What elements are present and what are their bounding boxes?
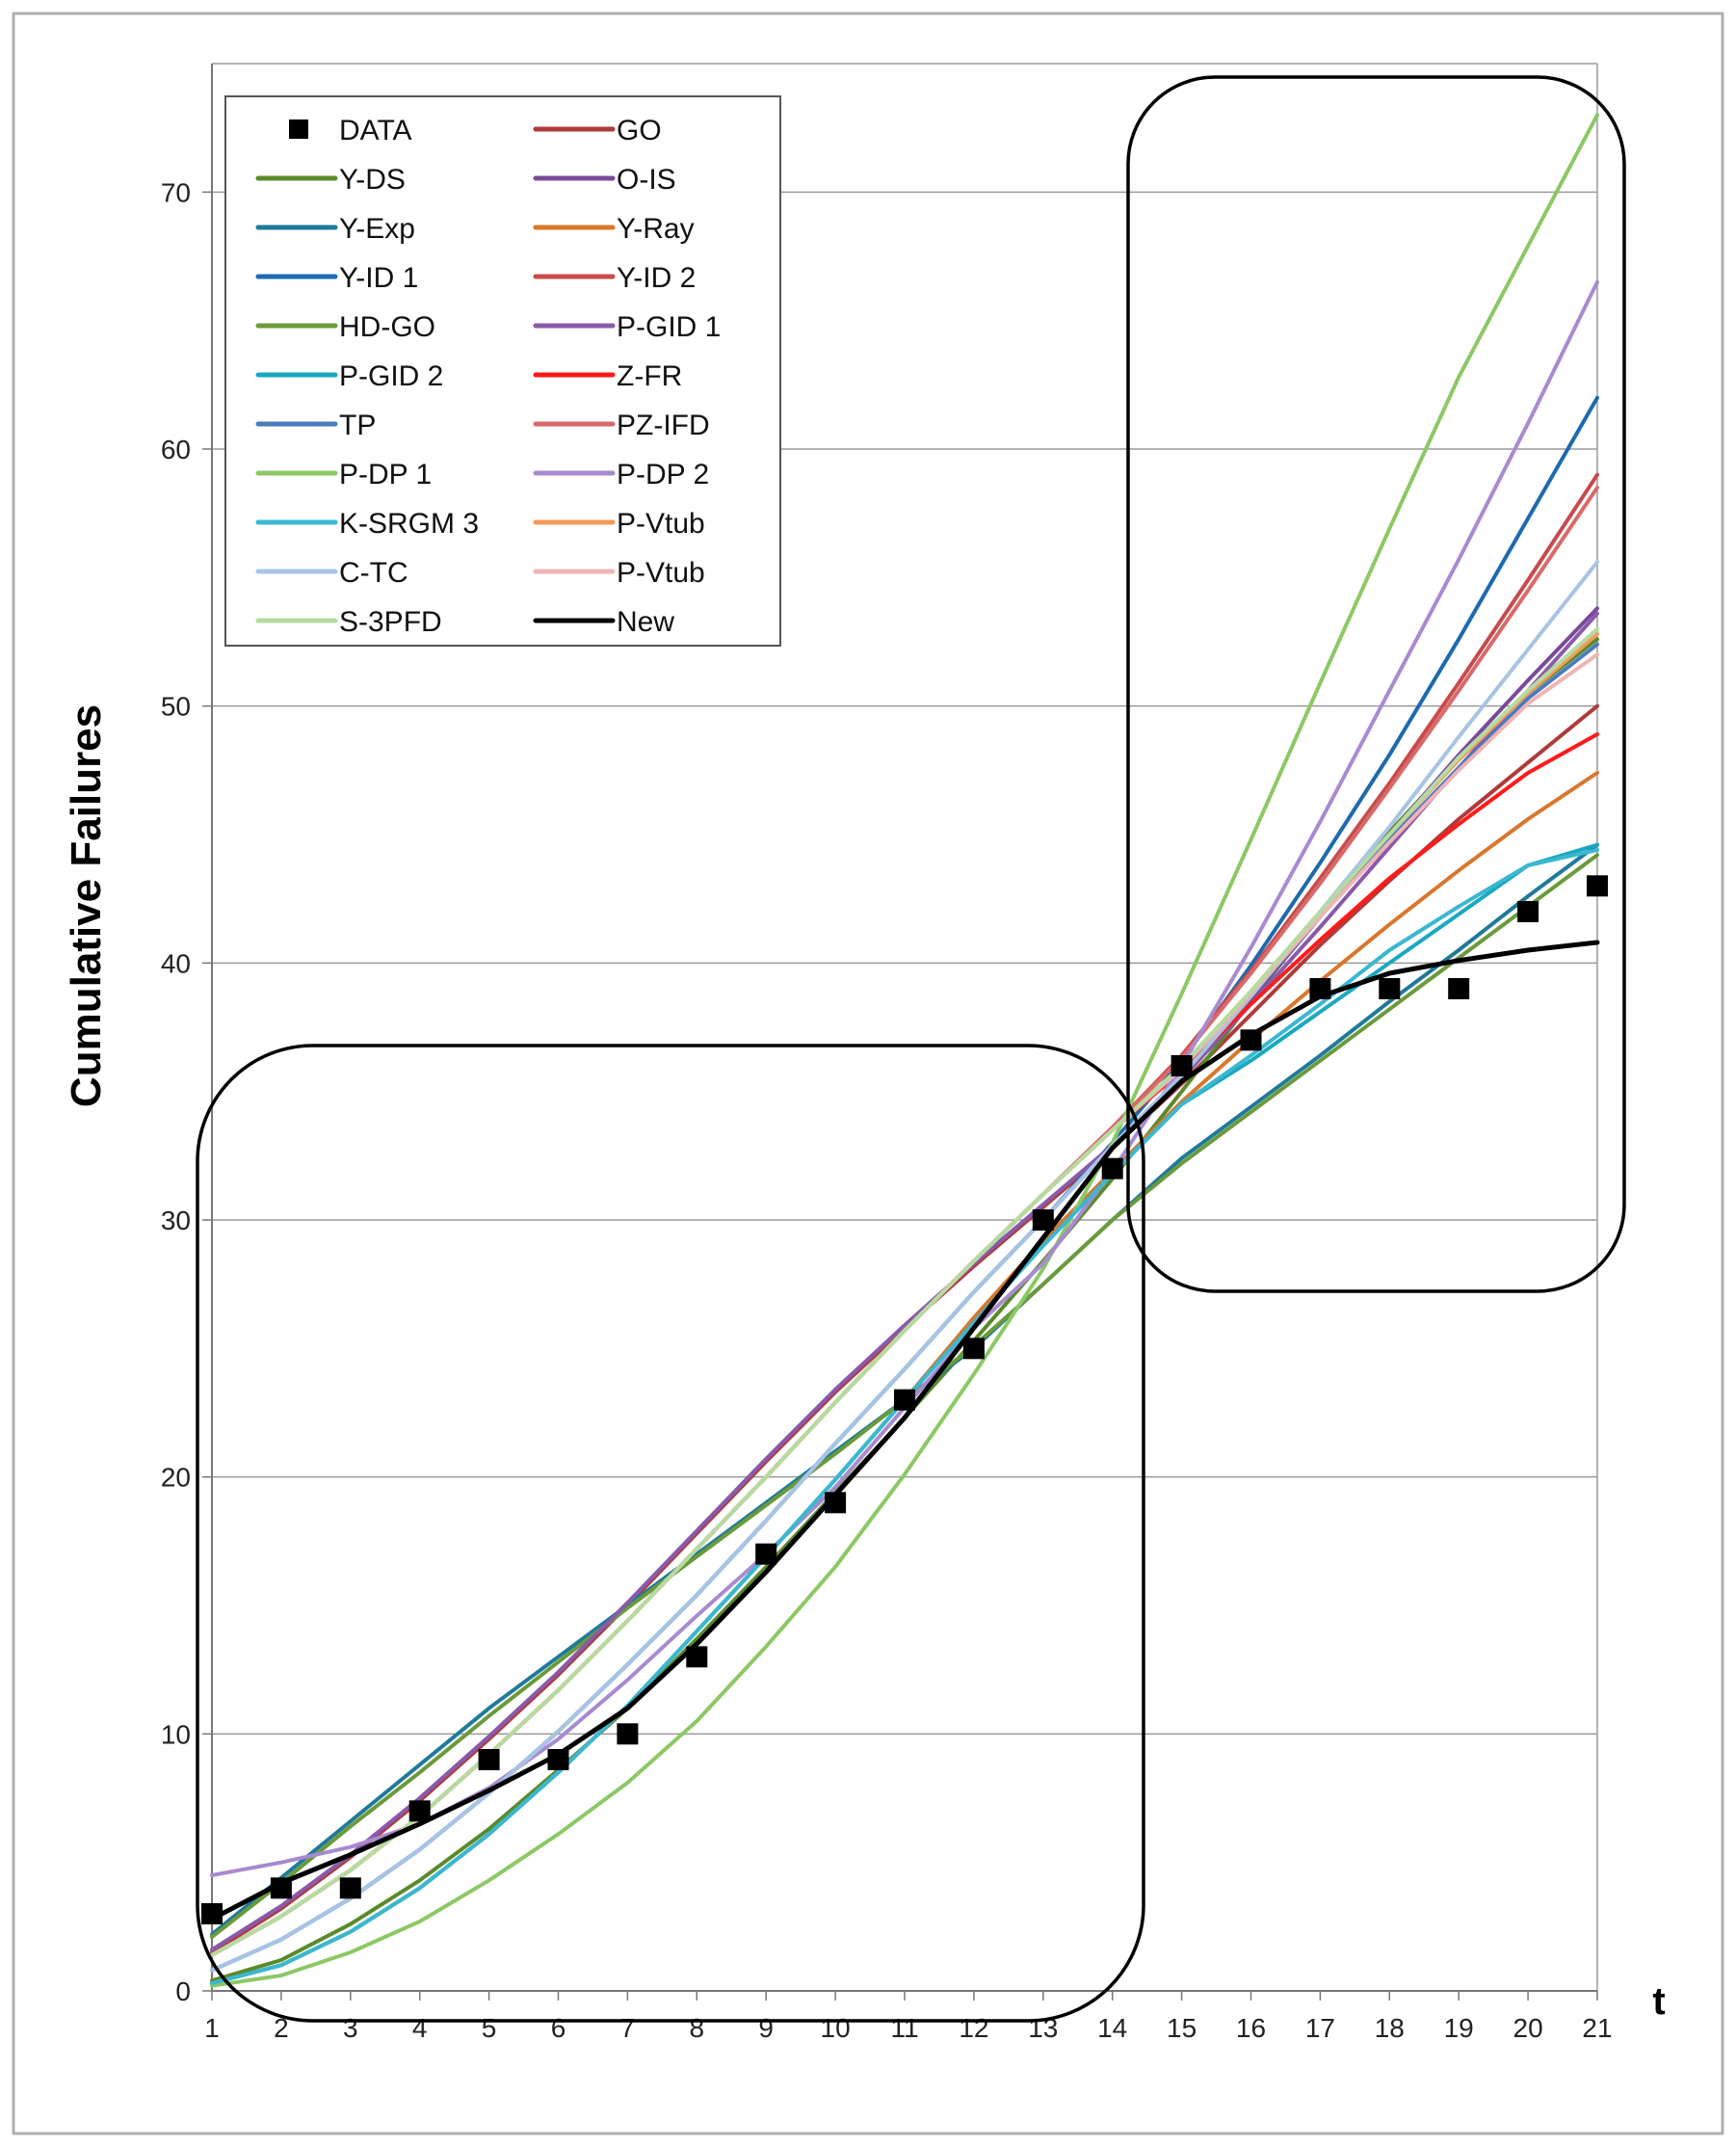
data-point-t9 (755, 1543, 777, 1565)
x-tick-label-12: 12 (959, 2013, 988, 2043)
legend-entry-p-vtub-17-label: P-Vtub (617, 508, 705, 540)
legend-entry-p-gid-1-9-label: P-GID 1 (617, 311, 721, 343)
data-points (201, 875, 1608, 1924)
data-point-t12 (962, 1338, 985, 1360)
data-point-t21 (1587, 875, 1608, 897)
x-tick-label-16: 16 (1236, 2013, 1266, 2043)
x-tick-label-2: 2 (274, 2013, 289, 2043)
data-point-t5 (478, 1749, 500, 1770)
y-tick-label-0: 0 (175, 1976, 191, 2006)
y-tick-label-50: 50 (161, 692, 191, 722)
data-point-t8 (686, 1646, 708, 1668)
legend-entry-y-exp-4-label: Y-Exp (339, 213, 415, 245)
series-line-new-20 (209, 940, 1600, 1922)
data-point-t19 (1448, 978, 1470, 999)
x-tick-label-6: 6 (551, 2013, 566, 2043)
legend-entry-tp-12-label: TP (339, 410, 376, 441)
x-tick-label-19: 19 (1444, 2013, 1474, 2043)
series-line-s-3pfd-19 (210, 626, 1599, 1957)
late-phase-highlight-box (1126, 75, 1626, 1293)
gridlines (212, 191, 1597, 1736)
early-phase-highlight-box (196, 1044, 1145, 2023)
y-tick-label-10: 10 (161, 1719, 191, 1749)
legend-entry-s-3pfd-20-label: S-3PFD (339, 606, 442, 638)
legend-entry-data-0-label: DATA (339, 115, 412, 146)
legend: DATA GO Y-DS O-IS Y-Exp Y-Ray Y-ID 1 Y-ID 2 HD-G… (224, 95, 781, 647)
data-point-t13 (1032, 1209, 1054, 1231)
legend-entry-new-21-label: New (617, 606, 674, 638)
data-point-t15 (1170, 1055, 1193, 1076)
data-point-t11 (894, 1389, 915, 1411)
x-tick-label-4: 4 (412, 2013, 428, 2043)
legend-entry-p-vtub-19-label: P-Vtub (617, 557, 705, 589)
legend-entry-p-dp-1-14-label: P-DP 1 (339, 459, 432, 490)
x-tick-label-10: 10 (821, 2013, 851, 2043)
series-line-c-tc-17 (210, 560, 1599, 1973)
legend-entry-k-srgm-3-16-label: K-SRGM 3 (339, 508, 479, 540)
y-tick-label-20: 20 (161, 1463, 191, 1493)
x-tick-label-7: 7 (620, 2013, 636, 2043)
legend-entry-pz-ifd-13-label: PZ-IFD (617, 410, 710, 441)
data-point-t6 (547, 1749, 569, 1770)
legend-entry-z-fr-11-label: Z-FR (617, 360, 682, 392)
x-tick-label-18: 18 (1375, 2013, 1405, 2043)
x-tick-label-5: 5 (482, 2013, 497, 2043)
legend-entry-y-ds-2-label: Y-DS (339, 164, 406, 196)
data-point-t2 (270, 1877, 292, 1899)
data-point-t16 (1240, 1029, 1262, 1051)
x-tick-label-8: 8 (690, 2013, 705, 2043)
legend-entry-go-1-label: GO (617, 115, 662, 146)
y-tick-label-70: 70 (161, 177, 191, 207)
data-point-t10 (825, 1492, 847, 1514)
legend-entry-y-id-1-6-label: Y-ID 1 (339, 262, 418, 294)
legend-box (224, 95, 781, 647)
data-point-t20 (1517, 901, 1539, 922)
data-point-t18 (1379, 978, 1401, 999)
legend-entry-p-dp-2-15-label: P-DP 2 (617, 459, 709, 490)
x-tick-label-11: 11 (890, 2013, 918, 2043)
y-tick-label-60: 60 (161, 435, 191, 464)
x-tick-label-9: 9 (758, 2013, 774, 2043)
data-point-t7 (617, 1723, 639, 1745)
legend-entry-p-gid-2-10-label: P-GID 2 (339, 360, 443, 392)
x-tick-label-17: 17 (1305, 2013, 1335, 2043)
x-tick-label-21: 21 (1582, 2013, 1612, 2043)
highlight-boxes (196, 75, 1626, 2023)
legend-entry-o-is-3-label: O-IS (617, 164, 676, 196)
legend-entry-data-0-marker (289, 119, 308, 139)
y-tick-label-40: 40 (161, 948, 191, 978)
x-tick-label-15: 15 (1167, 2013, 1197, 2043)
data-point-t3 (339, 1877, 361, 1899)
x-tick-label-1: 1 (204, 2013, 220, 2043)
legend-entry-y-id-2-7-label: Y-ID 2 (617, 262, 696, 294)
y-tick-label-30: 30 (161, 1206, 191, 1235)
legend-entry-c-tc-18-label: C-TC (339, 557, 408, 589)
x-tick-label-3: 3 (343, 2013, 358, 2043)
x-tick-label-14: 14 (1097, 2013, 1127, 2043)
x-tick-label-20: 20 (1513, 2013, 1543, 2043)
data-point-t14 (1101, 1157, 1123, 1180)
x-axis-label: t (1652, 1980, 1665, 2023)
data-point-t1 (201, 1903, 223, 1924)
series-line-p-gid-1-8 (210, 611, 1599, 1952)
legend-entry-y-ray-5-label: Y-Ray (617, 213, 695, 245)
series-line-p-dp-1-13 (210, 113, 1599, 1988)
y-axis-label: Cumulative Failures (63, 704, 110, 1107)
data-point-t4 (408, 1800, 431, 1822)
legend-entry-hd-go-8-label: HD-GO (339, 311, 435, 343)
data-point-t17 (1309, 978, 1331, 999)
